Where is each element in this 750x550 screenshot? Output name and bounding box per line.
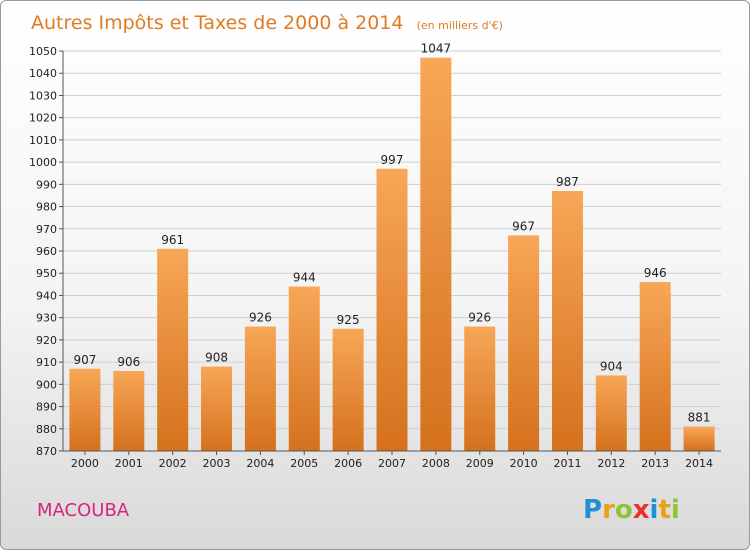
logo-letter: t (658, 495, 670, 525)
x-tick-label: 2006 (334, 457, 362, 470)
x-tick-label: 2000 (71, 457, 99, 470)
bar-2004 (244, 326, 276, 451)
logo-letter: P (583, 495, 602, 525)
x-tick-label: 2010 (510, 457, 538, 470)
logo-letter: o (615, 495, 633, 525)
bar-2006 (332, 328, 364, 451)
x-tick-label: 2009 (466, 457, 494, 470)
x-tick-label: 2004 (246, 457, 274, 470)
x-tick-label: 2011 (553, 457, 581, 470)
bar-value-label: 926 (468, 311, 491, 325)
bar-2012 (595, 375, 627, 451)
bar-value-label: 961 (161, 233, 184, 247)
y-tick-label: 1010 (29, 134, 57, 147)
logo-letter: x (633, 495, 650, 525)
y-tick-label: 1020 (29, 112, 57, 125)
bar-2014 (683, 426, 715, 451)
y-tick-label: 940 (36, 289, 57, 302)
bar-2011 (551, 191, 583, 451)
proxiti-logo: Proxiti (583, 495, 680, 525)
y-tick-label: 1000 (29, 156, 57, 169)
bar-value-label: 946 (644, 266, 667, 280)
chart-title: Autres Impôts et Taxes de 2000 à 2014 (e… (31, 12, 503, 34)
y-tick-label: 990 (36, 178, 57, 191)
bar-2005 (288, 286, 320, 451)
x-tick-label: 2001 (115, 457, 143, 470)
bar-value-label: 925 (337, 313, 360, 327)
bar-2010 (508, 235, 540, 451)
logo-letter: r (602, 495, 615, 525)
y-axis: 870 880 890 900 910 920 930 940 950 960 970 980 990 1… (29, 45, 64, 458)
y-tick-label: 920 (36, 334, 57, 347)
bar-2008 (420, 57, 452, 452)
y-tick-label: 930 (36, 312, 57, 325)
y-tick-label: 1040 (29, 67, 57, 80)
bar-value-label: 926 (249, 311, 272, 325)
y-tick-label: 950 (36, 267, 57, 280)
bar-2001 (113, 371, 145, 451)
y-tick-label: 900 (36, 378, 57, 391)
y-tick-label: 1030 (29, 89, 57, 102)
y-tick-label: 970 (36, 223, 57, 236)
bars: 907 906 961 908 926 944 925 997 1047 926 967 987 904… (69, 42, 715, 452)
x-tick-label: 2008 (422, 457, 450, 470)
y-tick-label: 870 (36, 445, 57, 458)
logo-letter: i (650, 495, 659, 525)
bar-value-label: 997 (381, 153, 404, 167)
bar-value-label: 908 (205, 351, 228, 365)
x-tick-label: 2003 (203, 457, 231, 470)
x-tick-label: 2002 (159, 457, 187, 470)
x-tick-label: 2013 (641, 457, 669, 470)
bar-2009 (464, 326, 496, 451)
bar-2013 (639, 282, 671, 451)
bar-value-label: 987 (556, 175, 579, 189)
bar-2003 (201, 366, 233, 451)
x-tick-label: 2012 (597, 457, 625, 470)
bar-value-label: 907 (73, 353, 96, 367)
x-tick-label: 2014 (685, 457, 713, 470)
bar-value-label: 906 (117, 355, 140, 369)
y-tick-label: 910 (36, 356, 57, 369)
bar-2002 (157, 248, 189, 451)
bar-value-label: 944 (293, 271, 316, 285)
x-tick-label: 2007 (378, 457, 406, 470)
chart-title-unit: (en milliers d'€) (417, 19, 503, 32)
bar-value-label: 904 (600, 359, 623, 373)
bar-value-label: 967 (512, 219, 535, 233)
bar-2000 (69, 368, 101, 451)
y-tick-label: 890 (36, 401, 57, 414)
y-tick-label: 980 (36, 201, 57, 214)
x-tick-label: 2005 (290, 457, 318, 470)
y-tick-label: 880 (36, 423, 57, 436)
bar-value-label: 1047 (421, 42, 452, 56)
bar-value-label: 881 (688, 411, 711, 425)
logo-letter: i (671, 495, 680, 525)
bar-2007 (376, 168, 408, 451)
y-tick-label: 1050 (29, 45, 57, 58)
y-tick-label: 960 (36, 245, 57, 258)
place-name: MACOUBA (37, 500, 130, 521)
chart-title-main: Autres Impôts et Taxes de 2000 à 2014 (31, 12, 404, 34)
x-axis: 2000 2001 2002 2003 2004 2005 2006 2007 2008 2009… (63, 450, 721, 470)
